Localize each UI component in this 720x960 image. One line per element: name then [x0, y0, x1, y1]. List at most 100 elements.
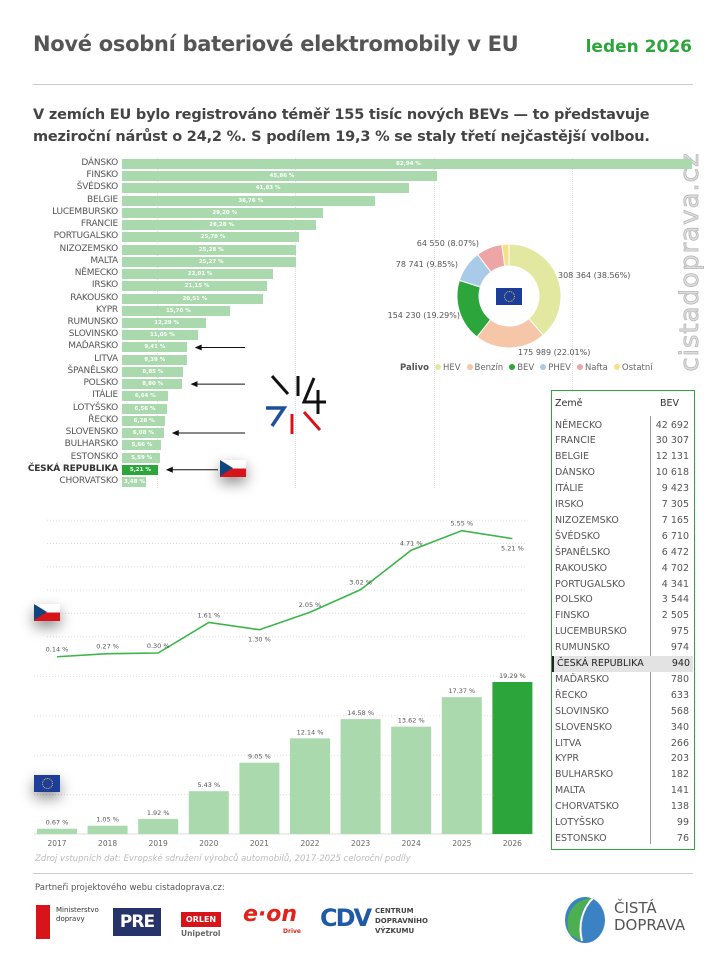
year-bar-value-label: 5.43 % [197, 781, 220, 789]
eon-logo[interactable]: e·on [243, 902, 298, 927]
country-cell: SLOVINSKO [555, 705, 609, 717]
table-row[interactable]: LUCEMBURSKO 975 [552, 624, 693, 640]
country-cell: IRSKO [555, 499, 584, 510]
table-row[interactable]: NIZOZEMSKO 7 165 [552, 512, 693, 528]
bar-value-label: 6,56 % [134, 405, 156, 412]
period-label: leden 2026 [585, 37, 692, 57]
bev-count-cell: 12 131 [655, 451, 689, 463]
bar [122, 220, 317, 231]
bar [122, 305, 230, 316]
table-row[interactable]: ČESKÁ REPUBLIKA 940 [552, 655, 693, 672]
bar-value-label: 3,48 % [123, 478, 145, 485]
table-row[interactable]: ESTONSKO 76 [552, 830, 693, 846]
bar [122, 415, 166, 426]
year-bar [37, 828, 77, 834]
table-row[interactable]: LOTYŠSKO 99 [552, 815, 693, 831]
table-row[interactable]: ŠPANĚLSKO 6 472 [552, 544, 693, 560]
country-cell: KYPR [555, 753, 580, 765]
table-row[interactable]: RUMUNSKO 974 [552, 640, 693, 656]
bar-category-label: BULHARSKO [64, 439, 119, 450]
year-bar-value-label: 17.37 % [448, 687, 475, 695]
table-row[interactable]: POLSKO 3 544 [552, 592, 693, 608]
table-row[interactable]: RAKOUSKO 4 702 [552, 560, 693, 576]
line-point-label: 1.30 % [248, 636, 271, 644]
table-row[interactable]: FINSKO 2 505 [552, 608, 693, 624]
bar [122, 342, 187, 353]
bar [122, 330, 198, 341]
column-header-bev[interactable]: BEV [659, 397, 680, 409]
table-row[interactable]: ITÁLIE 9 423 [552, 481, 693, 497]
year-bar-value-label: 1.05 % [96, 816, 119, 824]
year-bar-value-label: 0.67 % [46, 819, 69, 827]
bar-category-label: NĚMECKO [74, 268, 118, 279]
bar-category-label: NIZOZEMSKO [59, 243, 119, 254]
bev-count-cell: 138 [670, 801, 689, 813]
legend-title: Palivo [400, 363, 429, 373]
cista-doprava-logo-icon[interactable] [560, 895, 610, 945]
country-cell: PORTUGALSKO [555, 578, 626, 590]
table-row[interactable]: NĚMECKO 42 692 [552, 417, 693, 433]
table-row[interactable]: MAĎARSKO 780 [552, 671, 693, 687]
bar-value-label: 20,51 % [182, 295, 208, 302]
cdv-logo-text: CENTRUM DOPRAVNÍHO VÝZKUMU [375, 907, 428, 935]
legend-item-phev: PHEV [540, 363, 571, 373]
bar-category-label: RAKOUSKO [70, 292, 118, 303]
bev-count-cell: 4 341 [661, 578, 689, 590]
legend-item-ostatni: Ostatní [613, 363, 653, 373]
table-row[interactable]: SLOVENSKO 340 [552, 719, 693, 735]
line-point-label: 0.14 % [46, 646, 69, 654]
gridline [295, 158, 296, 488]
bar [122, 281, 268, 292]
year-tick-label: 2020 [199, 839, 218, 848]
bev-count-cell: 7 305 [661, 499, 689, 510]
legend-item-nafta: Nafta [576, 363, 608, 373]
divider [33, 873, 693, 874]
country-cell: CHORVATSKO [555, 801, 620, 813]
bev-count-cell: 340 [670, 721, 689, 733]
fuel-donut-chart: 308 364 (38.56%) 175 989 (22.01%) 154 230 … [388, 239, 631, 357]
bar [122, 256, 296, 267]
table-row[interactable]: BULHARSKO 182 [552, 767, 693, 783]
table-row[interactable]: ŘECKO 633 [552, 687, 693, 703]
bar-category-label: IRSKO [91, 280, 118, 291]
column-header-country[interactable]: Země [555, 397, 583, 409]
bev-count-cell: 6 710 [661, 530, 689, 542]
pre-logo[interactable]: PRE [113, 908, 161, 936]
table-row[interactable]: ŠVÉDSKO 6 710 [552, 528, 693, 544]
country-cell: BULHARSKO [555, 769, 614, 781]
arrow-head [190, 381, 198, 388]
table-row[interactable]: MALTA 141 [552, 783, 693, 799]
bar-value-label: 29,20 % [212, 209, 238, 216]
country-cell: LITVA [555, 737, 582, 749]
bev-count-cell: 141 [670, 785, 689, 797]
bar-category-label: CHORVATSKO [59, 475, 118, 486]
bar-value-label: 25,78 % [200, 234, 226, 241]
bar-value-label: 22,01 % [187, 271, 213, 278]
table-row[interactable]: DÁNSKO 10 618 [552, 465, 693, 481]
country-cell: POLSKO [555, 594, 593, 606]
country-cell: ČESKÁ REPUBLIKA [557, 658, 644, 669]
divider [33, 84, 693, 85]
table-row[interactable]: IRSKO 7 305 [552, 497, 693, 513]
bar-category-label: ESTONSKO [70, 451, 119, 462]
bar [122, 476, 146, 487]
arrows [165, 344, 245, 473]
table-row[interactable]: FRANCIE 30 307 [552, 433, 693, 449]
cdv-logo[interactable]: CDV [320, 904, 372, 932]
bar [122, 428, 164, 439]
table-row[interactable]: BELGIE 12 131 [552, 449, 693, 465]
mdcr-logo[interactable] [36, 905, 50, 939]
country-cell: LUCEMBURSKO [555, 626, 627, 638]
table-row[interactable]: SLOVINSKO 568 [552, 703, 693, 719]
country-cell: MALTA [555, 785, 586, 797]
bar [122, 159, 692, 169]
orlen-logo[interactable]: ORLEN [181, 912, 221, 927]
table-row[interactable]: LITVA 266 [552, 735, 693, 751]
table-row[interactable]: KYPR 203 [552, 751, 693, 767]
bar-category-label: BELGIE [87, 194, 118, 205]
bar-category-label: ŘECKO [88, 414, 118, 425]
year-bar [290, 738, 330, 834]
logo-line: ČISTÁ [614, 899, 657, 917]
table-row[interactable]: PORTUGALSKO 4 341 [552, 576, 693, 592]
table-row[interactable]: CHORVATSKO 138 [552, 799, 693, 815]
